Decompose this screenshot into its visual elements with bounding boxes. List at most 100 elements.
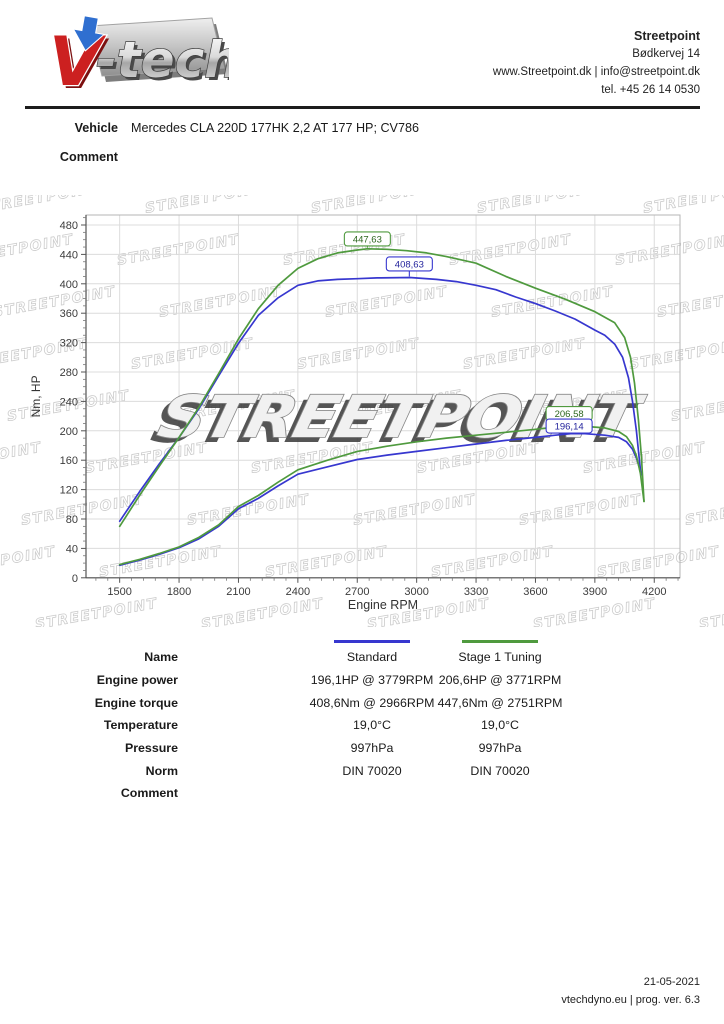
watermark-tile: STREETPOINT [352, 492, 477, 529]
svg-text:360: 360 [60, 308, 78, 320]
vtech-logo: V V -tech -tech [44, 14, 243, 105]
svg-text:240: 240 [60, 396, 78, 408]
logo-panel [89, 17, 225, 77]
stage1-value: 19,0°C [480, 718, 520, 733]
svg-text:3600: 3600 [523, 586, 547, 598]
watermark-tile: STREETPOINT [200, 596, 325, 627]
watermark-tile: STREETPOINT [0, 440, 43, 477]
vehicle-label: Vehicle [74, 121, 118, 135]
standard-value: 19,0°C [352, 718, 392, 733]
row-label: Norm [145, 763, 178, 778]
company-web-email: www.Streetpoint.dk | info@streetpoint.dk [492, 66, 700, 78]
watermark-tile: STREETPOINT [670, 388, 724, 425]
svg-text:40: 40 [66, 543, 78, 555]
table-row: Temperature 19,0°C 19,0°C [0, 714, 724, 737]
watermark-tile: STREETPOINT [490, 284, 615, 321]
svg-text:3900: 3900 [583, 586, 607, 598]
legend-swatch-stage1 [462, 640, 538, 643]
comment-label: Comment [59, 150, 118, 164]
watermark-tile: STREETPOINT [144, 195, 269, 217]
row-label: Name [144, 650, 178, 665]
company-address: Bødkervej 14 [632, 48, 700, 60]
svg-text:400: 400 [60, 279, 78, 291]
svg-text:2100: 2100 [226, 586, 250, 598]
company-phone: tel. +45 26 14 0530 [601, 84, 700, 96]
stage1-value: Stage 1 Tuning [458, 650, 542, 665]
stage1-value: DIN 70020 [470, 763, 530, 778]
standard-value: 997hPa [350, 741, 394, 756]
watermark-tile: STREETPOINT [518, 492, 643, 529]
watermark-tile: STREETPOINT [296, 336, 421, 373]
stage1-value: 997hPa [478, 741, 522, 756]
row-label: Comment [120, 786, 178, 801]
watermark-tile: STREETPOINT [642, 195, 724, 217]
svg-text:408,63: 408,63 [395, 259, 424, 270]
table-row: Engine power 196,1HP @ 3779RPM 206,6HP @… [0, 669, 724, 692]
standard-value: 408,6Nm @ 2966RPM [309, 695, 435, 710]
watermark-tile: STREETPOINT [0, 544, 57, 581]
company-name: Streetpoint [634, 29, 700, 43]
watermark-tile: STREETPOINT [98, 544, 223, 581]
watermark-tile: STREETPOINT [186, 492, 311, 529]
x-axis-title: Engine RPM [348, 598, 418, 612]
legend-swatch-standard [334, 640, 410, 643]
stage1-value: 447,6Nm @ 2751RPM [437, 695, 563, 710]
peak-annotation: 447,63 [343, 231, 391, 247]
svg-text:280: 280 [60, 367, 78, 379]
svg-text:0: 0 [72, 573, 78, 585]
watermark-tile: STREETPOINT [698, 596, 724, 627]
svg-text:200: 200 [60, 426, 78, 438]
svg-text:196,14: 196,14 [555, 422, 584, 433]
watermark-tile: STREETPOINT [628, 336, 724, 373]
footer-date: 21-05-2021 [643, 976, 700, 988]
watermark-tile: STREETPOINT [0, 284, 117, 321]
watermark-tile: STREETPOINT [684, 492, 724, 529]
footer-program: vtechdyno.eu | prog. ver. 6.3 [561, 993, 700, 1006]
curve-stage-1-torque-nm- [118, 247, 645, 528]
svg-text:2400: 2400 [286, 586, 310, 598]
standard-value: Standard [346, 650, 398, 665]
table-row: Name Standard Stage 1 Tuning [0, 646, 724, 669]
company-info: Streetpoint Bødkervej 14 www.Streetpoint… [493, 27, 700, 99]
vehicle-row: Vehicle Mercedes CLA 220D 177HK 2,2 AT 17… [0, 121, 724, 135]
table-row: Comment [0, 782, 724, 805]
svg-text:480: 480 [60, 220, 78, 232]
watermark-tile: STREETPOINT [264, 544, 389, 581]
table-row: Norm DIN 70020 DIN 70020 [0, 759, 724, 782]
stage1-value: 206,6HP @ 3771RPM [438, 673, 562, 688]
watermark-tile: STREETPOINT [34, 596, 159, 627]
header-divider [25, 106, 700, 109]
svg-text:440: 440 [60, 249, 78, 261]
row-label: Temperature [103, 718, 178, 733]
logo-tech: -tech [96, 31, 229, 89]
svg-text:1800: 1800 [167, 586, 191, 598]
svg-text:447,63: 447,63 [353, 234, 382, 245]
watermark-tile: STREETPOINT [430, 544, 555, 581]
watermark-tile: STREETPOINT [656, 284, 724, 321]
row-label: Engine power [96, 673, 178, 688]
curve-stage-1-power-hp- [118, 425, 645, 566]
svg-text:3000: 3000 [404, 586, 428, 598]
curve-standard-power-hp- [118, 432, 642, 567]
svg-text:2700: 2700 [345, 586, 369, 598]
watermark-tile: STREETPOINT [462, 336, 587, 373]
y-axis-title: Nm, HP [29, 375, 43, 417]
footer: 21-05-2021 vtechdyno.eu | prog. ver. 6.3 [561, 974, 700, 1009]
svg-text:1500: 1500 [107, 586, 131, 598]
peak-annotation: 206,58 [545, 405, 593, 422]
watermark-tile: STREETPOINT [476, 195, 601, 217]
standard-value: DIN 70020 [342, 763, 402, 778]
watermark-tile: STREETPOINT [614, 232, 724, 269]
logo-tech-shadow: -tech [99, 34, 229, 92]
vehicle-value: Mercedes CLA 220D 177HK 2,2 AT 177 HP; C… [131, 121, 419, 135]
svg-text:120: 120 [60, 485, 78, 497]
watermark-tile: STREETPOINT [310, 195, 435, 217]
curve-standard-torque-nm- [118, 276, 642, 523]
svg-text:3300: 3300 [464, 586, 488, 598]
watermark-tile: STREETPOINT [532, 596, 657, 627]
peak-annotation: 408,63 [385, 256, 433, 272]
legend-row [0, 631, 724, 646]
comment-row: Comment [0, 150, 724, 164]
results-table: Name Standard Stage 1 Tuning Engine powe… [0, 631, 724, 805]
watermark-tile: STREETPOINT [116, 232, 241, 269]
